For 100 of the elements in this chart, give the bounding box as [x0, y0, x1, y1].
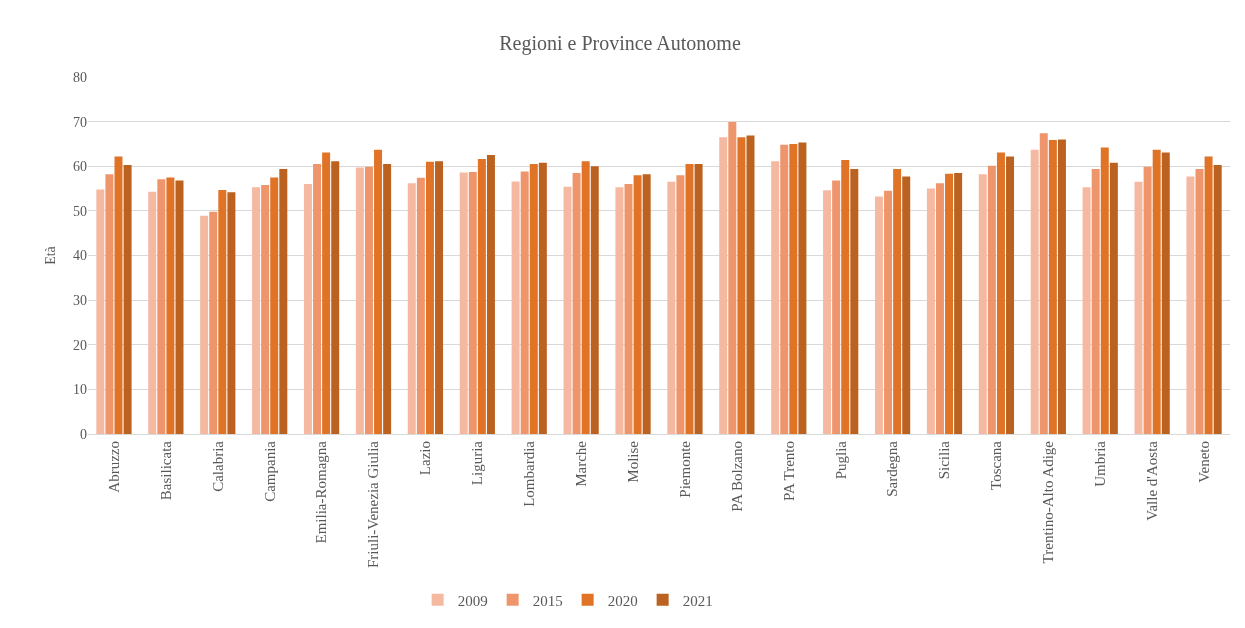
x-tick-label: Lombardia [521, 440, 538, 507]
bar [945, 173, 954, 434]
y-tick-label: 70 [73, 114, 87, 130]
y-tick-label: 20 [73, 337, 87, 353]
x-tick-label: Sardegna [884, 440, 901, 497]
bar [1100, 147, 1109, 434]
bar [123, 164, 132, 434]
bar [624, 184, 633, 434]
bar [227, 192, 236, 434]
bar [175, 180, 184, 434]
bar [590, 166, 599, 434]
y-tick-label: 80 [73, 69, 87, 85]
bar [459, 172, 468, 434]
y-tick-label: 30 [73, 293, 87, 309]
bar [166, 177, 175, 434]
legend-label: 2009 [457, 592, 488, 609]
bar [676, 175, 685, 434]
bar [926, 188, 935, 434]
bar [529, 164, 538, 434]
bar [96, 189, 105, 434]
bar [252, 187, 261, 434]
bar [1143, 166, 1152, 434]
bar [1082, 187, 1091, 434]
bar [157, 179, 166, 434]
bar [468, 172, 477, 434]
bar [105, 174, 114, 434]
bar [771, 161, 780, 434]
bar [902, 176, 911, 434]
bar [841, 160, 850, 434]
x-tick-label: Basilicata [157, 440, 174, 501]
bar [893, 168, 902, 434]
bar [1195, 168, 1204, 434]
bar [935, 183, 944, 434]
bar [789, 143, 798, 434]
bar [572, 172, 581, 434]
bar [331, 161, 340, 434]
y-tick-label: 0 [80, 426, 87, 442]
x-tick-label: Liguria [469, 440, 486, 486]
x-tick-label: Umbria [1092, 440, 1109, 487]
x-tick-label: Friuli-Venezia Giulia [365, 440, 382, 569]
x-tick-label: Campania [261, 440, 278, 502]
bar [823, 190, 832, 434]
x-tick-label: Marche [573, 440, 590, 487]
x-tick-label: Emilia-Romagna [313, 440, 330, 544]
x-tick-label: Toscana [988, 440, 1005, 490]
bar [1091, 168, 1100, 434]
bar [728, 122, 737, 434]
legend-label: 2015 [532, 592, 563, 609]
bar [425, 161, 434, 434]
bar [538, 162, 547, 434]
bar [1134, 181, 1143, 434]
bar [563, 186, 572, 434]
bar [1030, 149, 1039, 434]
bar [218, 189, 227, 434]
bar [520, 171, 529, 434]
bar [313, 164, 322, 434]
x-tick-label: Piemonte [676, 440, 693, 498]
x-tick-label: Molise [624, 440, 641, 483]
bar [1213, 164, 1222, 434]
legend-label: 2020 [607, 592, 638, 609]
bar [148, 191, 157, 434]
bar [1152, 149, 1161, 434]
bar [642, 174, 651, 434]
bar [383, 164, 392, 434]
bar [435, 161, 444, 434]
x-tick-label: PA Bolzano [728, 441, 745, 512]
bar [850, 168, 859, 434]
bar [511, 181, 520, 434]
bar [322, 152, 331, 434]
bar [1161, 152, 1170, 434]
bar [407, 183, 416, 434]
bar [798, 142, 807, 434]
y-tick-label: 60 [73, 159, 87, 175]
bar [996, 152, 1005, 434]
bar [477, 159, 486, 434]
y-tick-label: 40 [73, 248, 87, 264]
x-tick-label: Veneto [1195, 441, 1212, 483]
x-tick-label: Calabria [209, 440, 226, 492]
bar [832, 180, 841, 434]
bar [1186, 176, 1195, 434]
bar [355, 167, 364, 434]
bar [1109, 162, 1118, 434]
bar [261, 184, 270, 434]
legend-label: 2021 [682, 592, 713, 609]
bar [374, 149, 383, 434]
bar [667, 181, 676, 434]
bar [978, 174, 987, 434]
y-tick-label: 50 [73, 203, 87, 219]
y-axis-title: Età [42, 245, 58, 265]
bar [581, 161, 590, 434]
bar [416, 177, 425, 434]
bar [987, 165, 996, 434]
bar [874, 196, 883, 434]
bar [1006, 156, 1015, 434]
x-tick-label: Trentino-Alto Adige [1040, 440, 1057, 564]
bar [737, 137, 746, 434]
bar [694, 164, 703, 434]
bar [209, 211, 218, 434]
y-tick-label: 10 [73, 382, 87, 398]
x-tick-label: Puglia [832, 440, 849, 480]
